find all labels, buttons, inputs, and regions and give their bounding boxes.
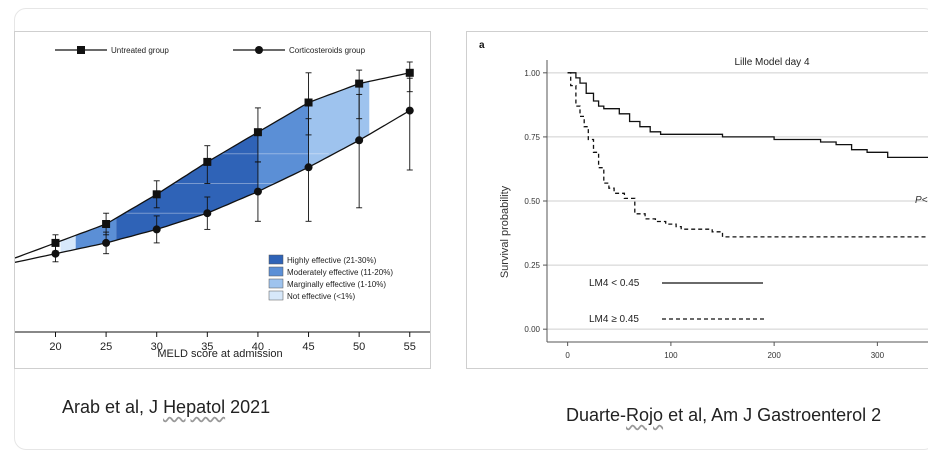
survival-chart: a Lille Model day 4 0.00 0.25 0.50 0.75 1.00… [479, 40, 928, 360]
untreated-point [355, 79, 364, 88]
y-tick-label: 0.25 [524, 261, 540, 270]
legend-band-swatch [268, 266, 284, 277]
untreated-point [152, 190, 161, 199]
caption-left-before: Arab et al, J [62, 397, 164, 417]
x-tick-label: 0 [565, 351, 570, 360]
legend-circle-marker [255, 46, 263, 54]
y-tick-label: 1.00 [524, 69, 540, 78]
caption-arab: Arab et al, J Hepatol 2021 [62, 397, 270, 418]
y-tick-label: 0.50 [524, 197, 540, 206]
x-tick-label: 200 [767, 351, 781, 360]
x-tick-label: 40 [252, 341, 264, 353]
corticosteroids-point [152, 225, 161, 234]
y-tick-label: 0.00 [524, 325, 540, 334]
legend-label-lm4-high: LM4 ≥ 0.45 [589, 314, 639, 325]
corticosteroids-point [405, 106, 414, 115]
y-axis-label: Survival probability [499, 185, 511, 278]
x-tick-label: 55 [404, 341, 416, 353]
km-curve-lm4-high [567, 72, 928, 238]
untreated-point [102, 220, 111, 228]
x-tick-label: 100 [664, 351, 678, 360]
untreated-point [304, 98, 313, 107]
legend-band-label: Marginally effective (1-10%) [287, 280, 386, 289]
x-tick-label: 50 [353, 341, 365, 353]
x-tick-label: 20 [49, 341, 61, 353]
legend-square-marker [77, 46, 85, 54]
legend-band-label: Not effective (<1%) [287, 292, 355, 301]
km-curve-lm4-low [567, 72, 928, 159]
effect-band-segment [308, 81, 370, 168]
corticosteroids-point [102, 238, 111, 247]
caption-right-after: et al, Am J Gastroenterol 2 [663, 405, 882, 425]
legend-band-swatch [268, 254, 284, 265]
corticosteroids-point [253, 187, 262, 196]
legend-band-swatch [268, 278, 284, 289]
effect-band-segment [257, 102, 309, 192]
chart-title: Lille Model day 4 [734, 57, 809, 68]
corticosteroids-point [304, 163, 313, 172]
effect-band-segment [116, 132, 258, 241]
legend-label-corticosteroids: Corticosteroids group [289, 46, 366, 55]
p-value-annotation: P< [915, 195, 928, 206]
caption-duarte-rojo: Duarte-Rojo et al, Am J Gastroenterol 2 [566, 405, 881, 426]
x-tick-label: 35 [201, 341, 213, 353]
x-tick-label: 300 [871, 351, 885, 360]
untreated-point [253, 128, 262, 137]
untreated-point [203, 157, 212, 166]
untreated-line [14, 72, 410, 259]
corticosteroids-point [355, 136, 364, 145]
x-tick-label: 25 [100, 341, 112, 353]
caption-left-underlined: Hepatol [163, 397, 226, 417]
legend-band-label: Highly effective (21-30%) [287, 256, 377, 265]
caption-left-after: 2021 [225, 397, 271, 417]
x-axis-label: MELD score at admission [157, 348, 282, 360]
legend-band-swatch [268, 290, 284, 301]
caption-right-underlined: Rojo [626, 405, 664, 425]
x-tick-label: 45 [302, 341, 314, 353]
meld-chart-panel: 20 25 30 35 40 45 50 55 Untreated group Cortico… [14, 31, 431, 369]
corticosteroids-point [203, 209, 212, 218]
corticosteroids-point [51, 249, 60, 258]
y-tick-label: 0.75 [524, 133, 540, 142]
survival-chart-panel: a Lille Model day 4 0.00 0.25 0.50 0.75 1.00… [466, 31, 928, 369]
x-tick-label: 30 [151, 341, 163, 353]
panel-label: a [479, 40, 485, 51]
legend-band-label: Moderately effective (11-20%) [287, 268, 393, 277]
legend-label-lm4-low: LM4 < 0.45 [589, 278, 640, 289]
corticosteroids-line [14, 110, 411, 263]
legend-label-untreated: Untreated group [111, 46, 169, 55]
untreated-point [405, 68, 414, 77]
caption-right-before: Duarte- [566, 405, 627, 425]
untreated-point [51, 238, 60, 247]
meld-chart: 20 25 30 35 40 45 50 55 Untreated group Cortico… [14, 46, 430, 360]
